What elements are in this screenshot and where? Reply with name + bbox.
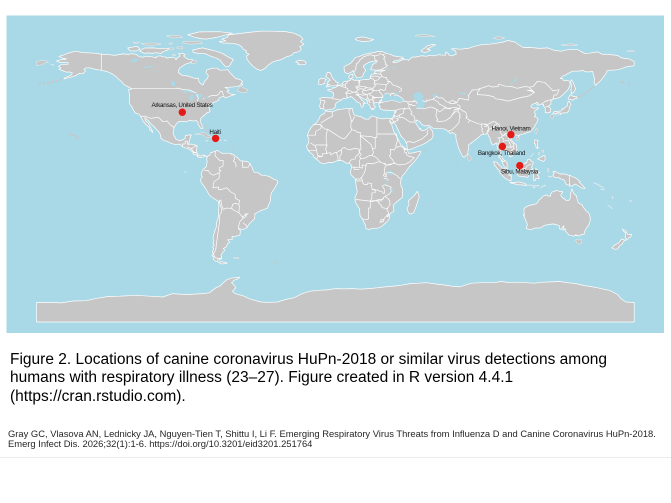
svg-text:Bangkok, Thailand: Bangkok, Thailand — [478, 150, 526, 157]
svg-text:Hanoi, Vietnam: Hanoi, Vietnam — [491, 126, 530, 133]
svg-text:Arkansas, United States: Arkansas, United States — [151, 102, 212, 109]
svg-text:Sibu, Malaysia: Sibu, Malaysia — [501, 169, 539, 176]
svg-text:Haiti: Haiti — [209, 129, 220, 136]
